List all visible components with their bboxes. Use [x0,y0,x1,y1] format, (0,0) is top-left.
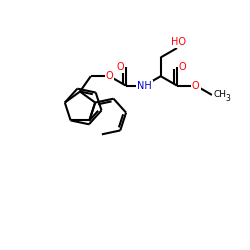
Text: O: O [179,62,186,72]
Text: CH: CH [213,90,226,100]
Text: NH: NH [137,80,152,90]
Text: HO: HO [171,37,186,47]
Text: O: O [192,80,200,90]
Text: O: O [106,71,113,81]
Text: O: O [116,62,124,72]
Text: 3: 3 [226,94,230,103]
